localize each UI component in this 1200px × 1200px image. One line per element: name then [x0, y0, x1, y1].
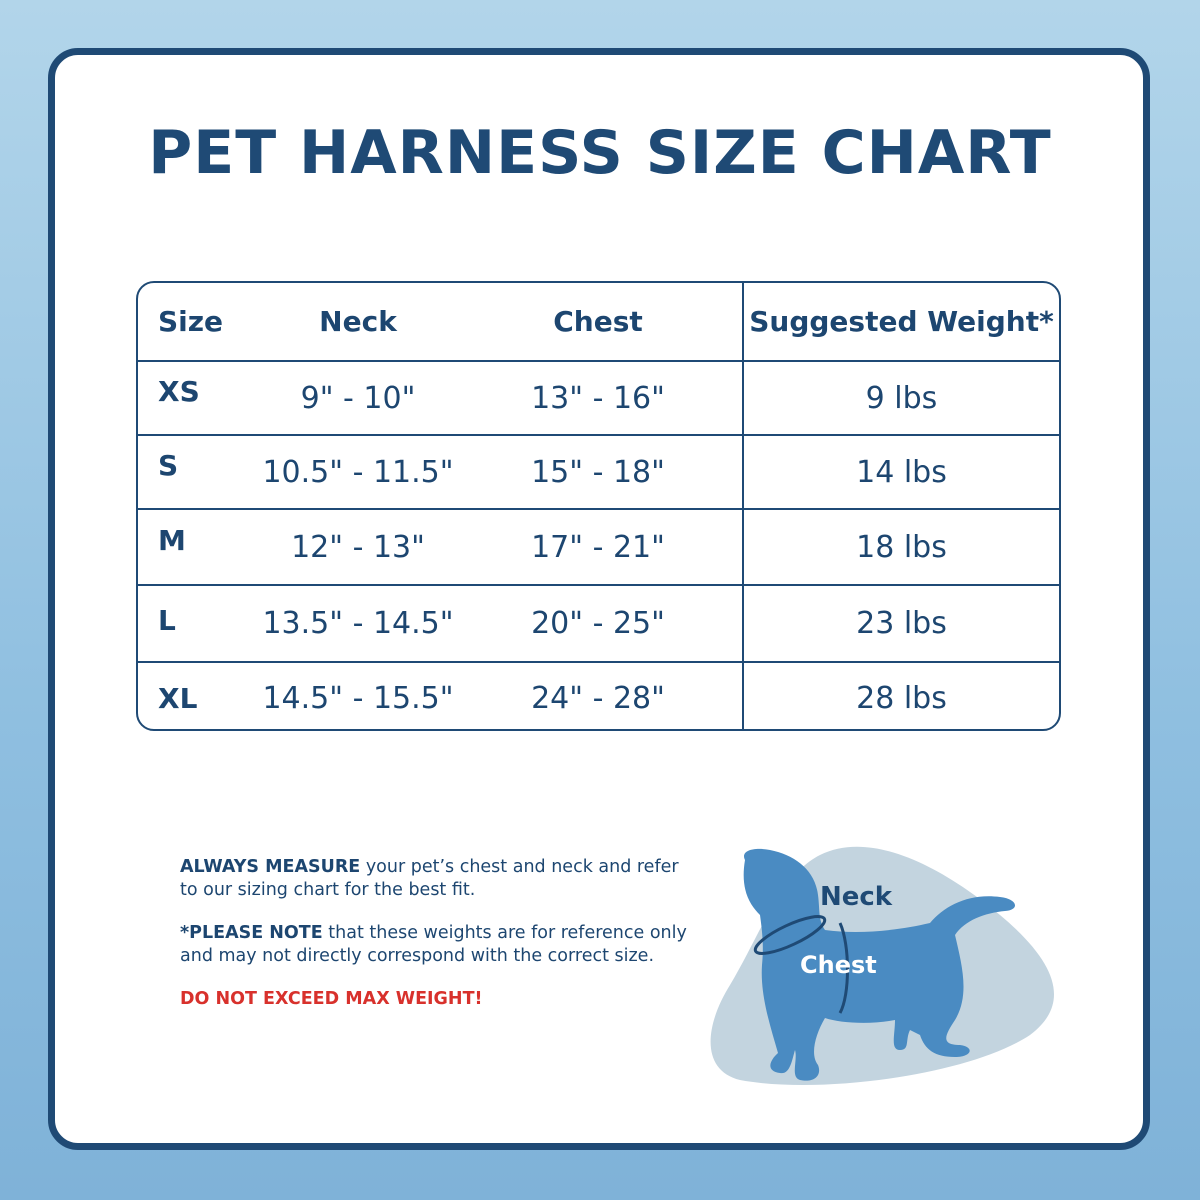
chest-cell: 24" - 28" [531, 680, 665, 716]
header-chest: Chest [553, 305, 643, 338]
table-row: L 13.5" - 14.5" 20" - 25" 23 lbs [138, 584, 1059, 661]
table-row: M 12" - 13" 17" - 21" 18 lbs [138, 508, 1059, 584]
dog-measurement-illustration: Neck Chest [710, 846, 1054, 1085]
max-weight-warning: DO NOT EXCEED MAX WEIGHT! [180, 989, 483, 1009]
weight-cell: 23 lbs [856, 606, 947, 641]
size-cell: L [158, 604, 176, 637]
header-neck: Neck [319, 305, 397, 338]
neck-cell: 9" - 10" [300, 380, 416, 416]
weight-note-bold: *PLEASE NOTE [180, 923, 323, 943]
weight-cell: 9 lbs [865, 380, 938, 416]
measure-note-text: your pet’s chest and neck and refer to o… [180, 857, 679, 900]
table-row: S 10.5" - 11.5" 15" - 18" 14 lbs [138, 434, 1059, 508]
size-table: Size Neck Chest Suggested Weight* XS 9" … [136, 281, 1061, 731]
header-weight: Suggested Weight* [749, 305, 1054, 338]
measurement-notes: ALWAYS MEASURE your pet’s chest and neck… [180, 856, 700, 1031]
neck-measure-loop [753, 915, 827, 955]
neck-cell: 10.5" - 11.5" [262, 454, 454, 490]
neck-cell: 13.5" - 14.5" [262, 606, 454, 641]
neck-cell: 14.5" - 15.5" [262, 680, 454, 716]
chest-label: Chest [800, 951, 877, 979]
table-row: XS 9" - 10" 13" - 16" 9 lbs [138, 360, 1059, 434]
chest-cell: 17" - 21" [531, 529, 665, 565]
chest-cell: 20" - 25" [531, 606, 665, 641]
table-row: XL 14.5" - 15.5" 24" - 28" 28 lbs [138, 661, 1059, 733]
chest-cell: 15" - 18" [531, 454, 665, 490]
chest-cell: 13" - 16" [531, 380, 665, 416]
neck-label: Neck [820, 882, 893, 912]
weight-cell: 18 lbs [856, 529, 947, 565]
page-title: PET HARNESS SIZE CHART [148, 118, 1052, 188]
weight-cell: 14 lbs [856, 454, 947, 490]
chest-measure-line [838, 922, 849, 1014]
size-cell: S [158, 448, 179, 482]
table-header: Size Neck Chest Suggested Weight* [138, 283, 1059, 360]
neck-cell: 12" - 13" [291, 529, 425, 565]
column-divider [742, 283, 744, 729]
weight-note: *PLEASE NOTE that these weights are for … [180, 922, 700, 968]
size-cell: XS [158, 374, 200, 408]
dog-silhouette-icon [743, 848, 1016, 1081]
size-cell: XL [158, 681, 198, 715]
weight-cell: 28 lbs [856, 680, 947, 716]
header-size: Size [158, 305, 224, 338]
size-cell: M [158, 523, 186, 557]
weight-note-text: that these weights are for reference onl… [180, 923, 687, 966]
measure-note: ALWAYS MEASURE your pet’s chest and neck… [180, 856, 700, 902]
measure-note-bold: ALWAYS MEASURE [180, 857, 361, 877]
